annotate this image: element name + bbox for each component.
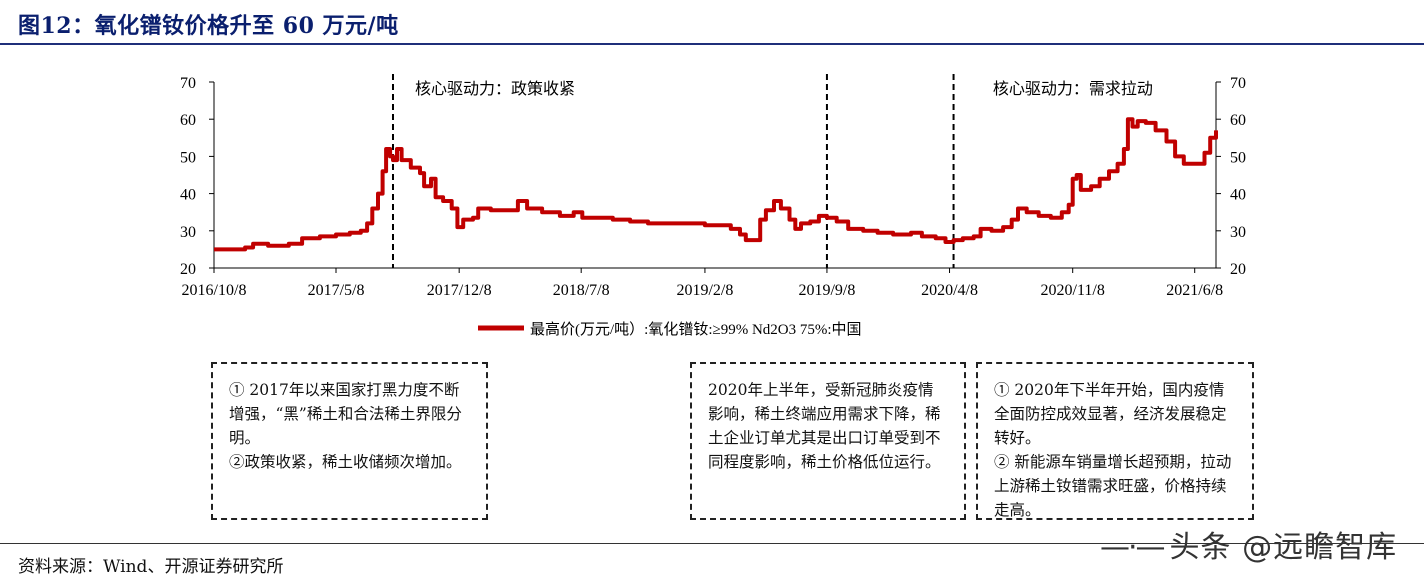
x-tick-label: 2019/9/8	[798, 282, 855, 299]
x-tick-label: 2021/6/8	[1166, 282, 1223, 299]
y-tick-label-left: 40	[180, 187, 196, 204]
chart-annotations: 核心驱动力：政策收紧 核心驱动力：需求拉动	[415, 80, 1153, 98]
title-rule	[0, 43, 1424, 45]
y-tick-label-right: 40	[1230, 187, 1246, 204]
y-tick-label-right: 50	[1230, 149, 1246, 166]
note-box-covid: 2020年上半年，受新冠肺炎疫情影响，稀土终端应用需求下降，稀土企业订单尤其是出…	[690, 362, 966, 520]
figure-title: 图12：氧化镨钕价格升至 60 万元/吨	[18, 13, 399, 39]
chart-divider-lines	[391, 74, 955, 268]
y-tick-label-right: 60	[1230, 112, 1246, 129]
note-box-policy: ① 2017年以来国家打黑力度不断增强，“黑”稀土和合法稀土界限分明。 ②政策收…	[211, 362, 488, 520]
y-tick-label-left: 30	[180, 224, 196, 241]
y-tick-label-left: 20	[180, 261, 196, 278]
x-tick-label: 2017/5/8	[308, 282, 365, 299]
note-box-demand: ① 2020年下半年开始，国内疫情全面防控成效显著，经济发展稳定转好。 ② 新能…	[976, 362, 1254, 520]
x-tick-label: 2018/7/8	[553, 282, 610, 299]
y-tick-label-left: 60	[180, 112, 196, 129]
y-tick-label-right: 30	[1230, 224, 1246, 241]
chart-series	[214, 117, 1218, 252]
source-note: 资料来源：Wind、开源证券研究所	[18, 557, 284, 577]
x-tick-label: 2019/2/8	[676, 282, 733, 299]
y-tick-label-left: 50	[180, 149, 196, 166]
legend-label: 最高价(万元/吨）:氧化镨钕:≥99% Nd2O3 75%:中国	[530, 321, 862, 338]
x-tick-label: 2020/4/8	[921, 282, 978, 299]
chart-axes: 20 20 30 30 40 40 50 50 60 60 70 70 2016/10/8 2017/5/…	[180, 75, 1246, 299]
chart-legend: 最高价(万元/吨）:氧化镨钕:≥99% Nd2O3 75%:中国	[478, 321, 862, 338]
x-tick-label: 2016/10/8	[182, 282, 247, 299]
price-line-chart: 20 20 30 30 40 40 50 50 60 60 70 70 2016/10/8 2017/5/…	[180, 74, 1246, 338]
source-rule	[0, 543, 1424, 544]
x-tick-label: 2020/11/8	[1041, 282, 1105, 299]
y-tick-label-left: 70	[180, 75, 196, 92]
watermark: —·— 头条 @远瞻智库	[1100, 530, 1398, 565]
watermark-text: 头条 @远瞻智库	[1169, 530, 1398, 565]
y-tick-label-right: 20	[1230, 261, 1246, 278]
annotation-label: 核心驱动力：需求拉动	[993, 80, 1153, 98]
y-tick-label-right: 70	[1230, 75, 1246, 92]
annotation-label: 核心驱动力：政策收紧	[415, 80, 575, 98]
price-series-line	[214, 117, 1218, 252]
x-tick-label: 2017/12/8	[427, 282, 492, 299]
